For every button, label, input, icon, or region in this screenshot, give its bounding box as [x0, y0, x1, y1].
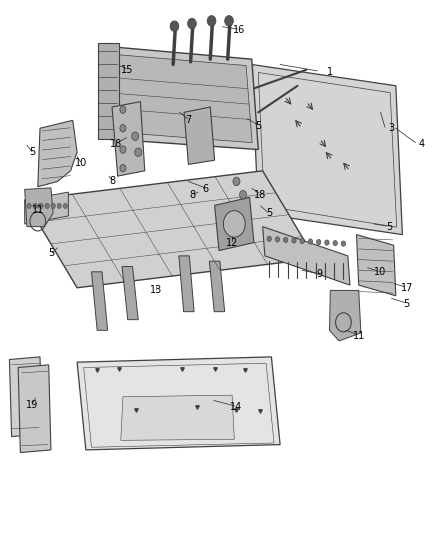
Circle shape: [308, 239, 313, 244]
Polygon shape: [179, 256, 194, 312]
Text: 15: 15: [121, 65, 134, 75]
Polygon shape: [329, 290, 361, 341]
Text: 8: 8: [109, 176, 115, 187]
Text: 7: 7: [185, 115, 191, 125]
Circle shape: [207, 15, 216, 26]
Text: 5: 5: [266, 208, 272, 219]
Text: 6: 6: [203, 184, 209, 195]
Text: 3: 3: [389, 123, 395, 133]
Text: 11: 11: [32, 205, 44, 215]
Circle shape: [187, 18, 196, 29]
Circle shape: [292, 238, 296, 243]
Circle shape: [275, 237, 279, 242]
Text: 5: 5: [29, 147, 35, 157]
Polygon shape: [18, 365, 51, 453]
Polygon shape: [184, 107, 215, 165]
Polygon shape: [215, 197, 254, 251]
Circle shape: [135, 148, 142, 157]
Polygon shape: [38, 120, 77, 187]
Polygon shape: [252, 64, 403, 235]
Circle shape: [39, 203, 43, 208]
Polygon shape: [357, 235, 396, 296]
Polygon shape: [101, 46, 258, 150]
Circle shape: [225, 15, 233, 26]
Polygon shape: [25, 192, 68, 224]
Circle shape: [283, 237, 288, 243]
Polygon shape: [92, 272, 108, 330]
Circle shape: [267, 236, 272, 241]
Circle shape: [333, 240, 337, 246]
Polygon shape: [25, 171, 315, 288]
Polygon shape: [25, 188, 53, 227]
Circle shape: [132, 132, 139, 141]
Text: 5: 5: [386, 222, 392, 232]
Circle shape: [233, 177, 240, 185]
Circle shape: [300, 238, 304, 244]
Text: 12: 12: [226, 238, 238, 247]
Circle shape: [317, 239, 321, 245]
Text: 5: 5: [48, 248, 54, 258]
Text: 10: 10: [374, 267, 387, 277]
Circle shape: [51, 203, 56, 208]
Text: 16: 16: [233, 25, 245, 35]
Circle shape: [63, 203, 67, 208]
Text: 5: 5: [404, 298, 410, 309]
Text: 18: 18: [254, 190, 267, 200]
Polygon shape: [77, 357, 280, 450]
Circle shape: [27, 203, 31, 208]
Text: 11: 11: [353, 330, 365, 341]
Text: 8: 8: [190, 190, 196, 200]
Circle shape: [45, 203, 49, 208]
Polygon shape: [121, 395, 234, 440]
Polygon shape: [209, 261, 225, 312]
Circle shape: [120, 165, 126, 172]
Text: 5: 5: [255, 120, 261, 131]
Circle shape: [120, 125, 126, 132]
Text: 14: 14: [230, 402, 243, 413]
Circle shape: [240, 190, 247, 199]
Polygon shape: [263, 227, 350, 285]
Text: 4: 4: [419, 139, 425, 149]
Circle shape: [170, 21, 179, 31]
Text: 9: 9: [316, 270, 322, 279]
Text: 1: 1: [327, 68, 333, 77]
Polygon shape: [112, 102, 145, 176]
Circle shape: [120, 146, 126, 154]
Text: 17: 17: [401, 283, 413, 293]
Polygon shape: [10, 357, 42, 437]
Text: 13: 13: [149, 286, 162, 295]
Circle shape: [120, 106, 126, 114]
Circle shape: [33, 203, 37, 208]
Circle shape: [57, 203, 61, 208]
Circle shape: [325, 240, 329, 245]
Polygon shape: [122, 266, 138, 320]
Polygon shape: [108, 54, 252, 143]
Text: 18: 18: [110, 139, 123, 149]
Polygon shape: [98, 43, 119, 139]
Circle shape: [341, 241, 346, 246]
Circle shape: [223, 211, 245, 237]
Text: 10: 10: [75, 158, 88, 168]
Text: 19: 19: [26, 400, 39, 410]
